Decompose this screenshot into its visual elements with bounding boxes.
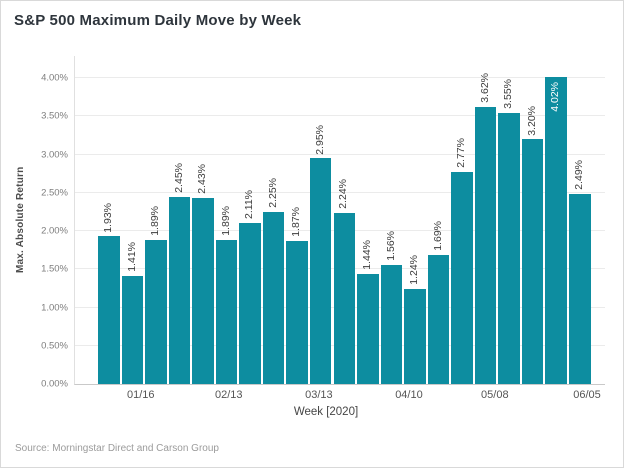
- bar-value-label: 1.41%: [125, 242, 138, 273]
- bar[interactable]: [309, 158, 332, 384]
- bar-slot: 1.87%: [286, 56, 308, 384]
- bar-slot: 1.56%: [380, 56, 403, 384]
- x-axis-tick-labels: 01/16 02/13 03/13 04/10 05/08 06/05: [74, 384, 604, 404]
- bar-value-label: 2.11%: [243, 189, 256, 219]
- chart-title: S&P 500 Maximum Daily Move by Week: [14, 12, 302, 29]
- y-tick-label: 1.50%: [41, 263, 68, 275]
- y-axis-tick-labels: 0.00% 0.50% 1.00% 1.50% 2.00% 2.50% 3.00% 3.50%…: [1, 56, 68, 390]
- bar-slot: 1.24%: [404, 56, 426, 384]
- gridline: [75, 153, 605, 155]
- bar-value-label: 2.95%: [313, 124, 326, 155]
- bar-value-label: 2.49%: [572, 159, 585, 190]
- bar-value-label: 2.43%: [196, 164, 209, 195]
- bar[interactable]: [357, 273, 379, 384]
- x-tick-label: 04/10: [395, 389, 423, 401]
- bar[interactable]: [121, 276, 144, 384]
- bar[interactable]: [427, 254, 450, 384]
- bar-slot: 2.25%: [262, 56, 285, 384]
- y-tick-label: 3.00%: [41, 149, 68, 161]
- y-tick-label: 0.50%: [41, 340, 68, 352]
- bar[interactable]: [168, 196, 191, 384]
- bar[interactable]: 4.02%: [545, 76, 567, 384]
- bar-slot: 2.24%: [333, 56, 355, 384]
- bar[interactable]: [192, 198, 214, 384]
- gridline: [75, 115, 605, 117]
- bar[interactable]: [98, 236, 120, 384]
- bar[interactable]: [451, 172, 473, 384]
- bar[interactable]: [262, 211, 285, 384]
- bar-value-label: 1.89%: [149, 205, 162, 236]
- bar-value-label: 3.55%: [502, 78, 515, 109]
- bar-slot: 2.77%: [451, 56, 473, 384]
- bar-value-label: 1.69%: [431, 221, 444, 251]
- y-tick-label: 3.50%: [41, 110, 68, 122]
- bar-value-label: 2.24%: [337, 178, 350, 209]
- bar-value-label: 2.77%: [455, 138, 468, 169]
- bar-slot: 4.02%: [545, 56, 567, 384]
- bar[interactable]: [286, 241, 308, 384]
- gridline: [75, 191, 605, 193]
- bar-slot: 3.20%: [521, 56, 544, 384]
- bar-value-label: 1.24%: [408, 255, 421, 286]
- bar-slot: 1.41%: [121, 56, 144, 384]
- y-tick-label: 4.00%: [41, 72, 68, 84]
- plot-area: 1.93% 1.41% 1.89% 2.45% 2.43% 1.89% 2.11% 2.25%…: [74, 56, 605, 385]
- bar-value-label: 2.45%: [172, 162, 185, 193]
- bar-value-label: 3.20%: [525, 105, 538, 136]
- bar-value-label: 4.02%: [549, 81, 562, 112]
- bar-slot: 1.89%: [145, 56, 167, 384]
- bar-slot: 2.43%: [192, 56, 214, 384]
- bar[interactable]: [333, 212, 355, 384]
- x-tick-label: 05/08: [481, 389, 509, 401]
- bar-value-label: 1.89%: [219, 205, 232, 236]
- gridline: [75, 77, 605, 79]
- bar-slot: 1.69%: [427, 56, 450, 384]
- bar[interactable]: [380, 264, 403, 384]
- bar-slot: 2.49%: [569, 56, 591, 384]
- bar[interactable]: [521, 139, 544, 384]
- bar-value-label: 1.93%: [101, 202, 114, 233]
- bar-slot: 3.55%: [498, 56, 520, 384]
- bar-value-label: 1.44%: [361, 240, 374, 270]
- y-tick-label: 2.00%: [41, 225, 68, 237]
- x-tick-label: 06/05: [573, 389, 601, 401]
- y-tick-label: 1.00%: [41, 302, 68, 314]
- x-tick-label: 03/13: [305, 389, 333, 401]
- bar-slot: 1.93%: [98, 56, 120, 384]
- source-note: Source: Morningstar Direct and Carson Gr…: [15, 443, 219, 454]
- bar[interactable]: [404, 289, 426, 384]
- bar[interactable]: [569, 193, 591, 384]
- y-tick-label: 0.00%: [41, 378, 68, 390]
- bar-slot: 3.62%: [474, 56, 497, 384]
- bar[interactable]: [498, 112, 520, 384]
- x-axis-title: Week [2020]: [293, 406, 359, 418]
- bar-slot: 1.89%: [215, 56, 238, 384]
- bar-value-label: 2.25%: [266, 178, 279, 208]
- bar-value-label: 3.62%: [478, 73, 491, 104]
- bar-slot: 2.11%: [239, 56, 261, 384]
- bar-slot: 2.45%: [168, 56, 191, 384]
- bar[interactable]: [239, 222, 261, 384]
- bar-value-label: 1.87%: [290, 207, 303, 238]
- x-tick-label: 02/13: [214, 389, 243, 401]
- bar-slot: 1.44%: [357, 56, 379, 384]
- bar[interactable]: [215, 239, 238, 384]
- x-tick-label: 01/16: [127, 389, 155, 401]
- bar-value-label: 1.56%: [384, 230, 397, 261]
- bar[interactable]: [145, 239, 167, 384]
- bar-slot: 2.95%: [309, 56, 332, 384]
- y-tick-label: 2.50%: [41, 187, 68, 199]
- bar[interactable]: [474, 107, 497, 384]
